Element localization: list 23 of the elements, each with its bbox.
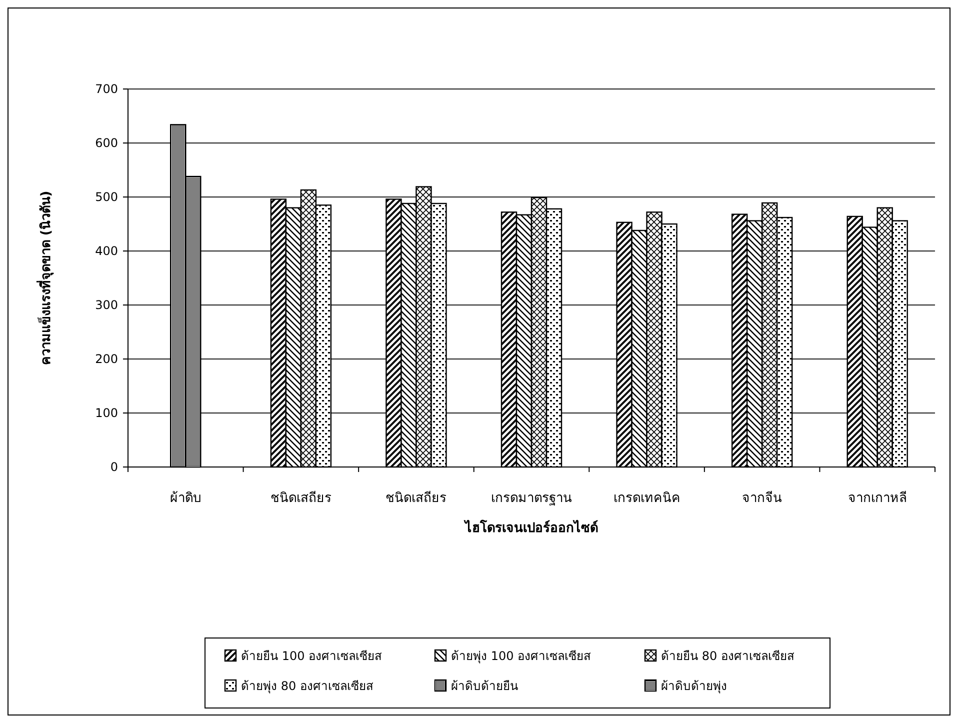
- legend-label: ด้ายพุ่ง 80 องศาเซลเซียส: [241, 679, 374, 694]
- y-tick-label: 200: [95, 352, 118, 366]
- x-axis-title: ไฮโดรเจนเปอร์ออกไซด์: [463, 519, 598, 536]
- x-tick-label: ผ้าดิบ: [170, 491, 202, 506]
- x-tick-label: จากจีน: [742, 490, 782, 506]
- y-tick-label: 400: [95, 244, 118, 258]
- legend-label: ด้ายยืน 100 องศาเซลเซียส: [241, 649, 383, 663]
- y-tick-label: 100: [95, 406, 118, 420]
- legend-label: ผ้าดิบด้ายพุ่ง: [661, 679, 727, 694]
- y-tick-label: 700: [95, 82, 118, 96]
- x-tick-label: เกรดเทคนิค: [613, 491, 680, 506]
- y-axis-title: ความแข็งแรงที่จุดขาด (นิวตัน): [36, 190, 54, 366]
- legend-label: ด้ายยืน 80 องศาเซลเซียส: [661, 649, 795, 663]
- y-tick-label: 500: [95, 190, 118, 204]
- legend-label: ด้ายพุ่ง 100 องศาเซลเซียส: [451, 649, 592, 664]
- x-tick-label: เกรดมาตรฐาน: [491, 491, 572, 506]
- y-tick-label: 600: [95, 136, 118, 150]
- y-tick-label: 0: [110, 460, 118, 474]
- legend-label: ผ้าดิบด้ายยืน: [451, 679, 518, 693]
- y-tick-label: 300: [95, 298, 118, 312]
- x-tick-label: ชนิดเสถียร: [386, 490, 447, 506]
- x-tick-label: ชนิดเสถียร: [270, 490, 332, 506]
- x-tick-label: จากเกาหลี: [848, 490, 907, 506]
